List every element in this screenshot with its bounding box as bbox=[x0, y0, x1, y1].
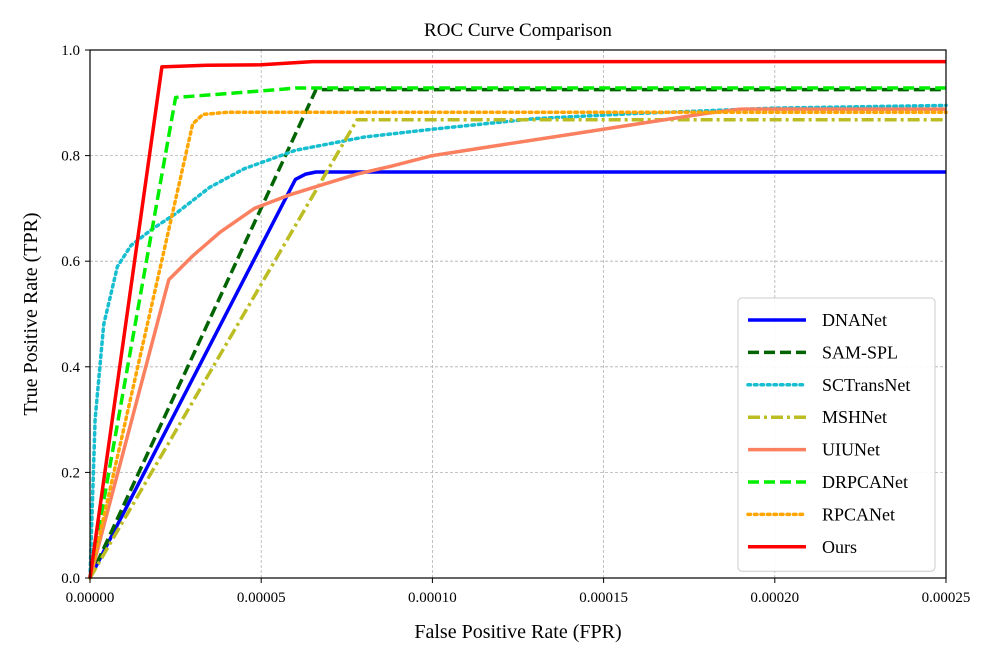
y-axis-title: True Positive Rate (TPR) bbox=[20, 212, 42, 415]
series-line-rpcanet bbox=[88, 110, 948, 580]
legend-label: DRPCANet bbox=[822, 472, 908, 492]
x-axis-title: False Positive Rate (FPR) bbox=[414, 621, 621, 643]
series-lines bbox=[88, 59, 948, 580]
plot-frame bbox=[89, 49, 947, 579]
y-tick-label: 0.4 bbox=[61, 360, 80, 376]
y-tick-label: 0.8 bbox=[61, 149, 80, 165]
x-tick-label: 0.00000 bbox=[66, 590, 115, 606]
x-tick-label: 0.00005 bbox=[237, 590, 286, 606]
y-tick-label: 0.6 bbox=[61, 254, 80, 270]
legend-label: UIUNet bbox=[822, 440, 880, 460]
chart-title: ROC Curve Comparison bbox=[424, 20, 612, 41]
series-line-sctransnet bbox=[88, 103, 948, 580]
legend: DNANet SAM-SPL SCTransNet MSHNet UIUNet DRPCA… bbox=[737, 297, 936, 572]
y-tick-label: 0.2 bbox=[61, 465, 80, 481]
legend-label: DNANet bbox=[822, 310, 887, 330]
legend-label: Ours bbox=[822, 537, 857, 557]
axis-ticks: 0.00000 0.00005 0.00010 0.00015 0.00020 0.000… bbox=[61, 43, 970, 606]
legend-label: SAM-SPL bbox=[822, 342, 898, 362]
legend-label: SCTransNet bbox=[822, 375, 910, 395]
x-tick-label: 0.00025 bbox=[922, 590, 971, 606]
series-line-ours bbox=[88, 59, 946, 579]
x-tick-label: 0.00020 bbox=[750, 590, 799, 606]
legend-label: MSHNet bbox=[822, 407, 887, 427]
series-line-drpcanet bbox=[88, 86, 946, 579]
x-tick-label: 0.00015 bbox=[579, 590, 628, 606]
x-tick-label: 0.00010 bbox=[408, 590, 457, 606]
series-line-mshnet bbox=[88, 117, 946, 579]
legend-label: RPCANet bbox=[822, 504, 895, 524]
y-tick-label: 0.0 bbox=[61, 571, 80, 587]
legend-box bbox=[737, 297, 936, 572]
series-line-dnanet bbox=[88, 170, 946, 579]
series-line-uiunet bbox=[88, 107, 946, 579]
y-tick-label: 1.0 bbox=[61, 43, 80, 59]
